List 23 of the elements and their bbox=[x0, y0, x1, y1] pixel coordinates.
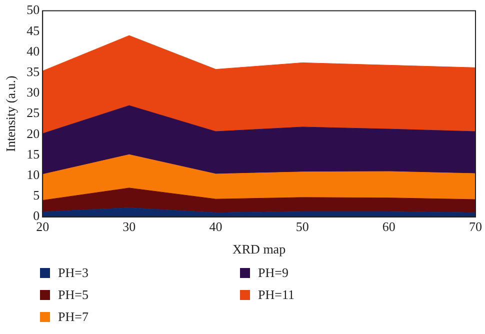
y-tick-label: 5 bbox=[33, 188, 40, 203]
y-tick-label: 15 bbox=[26, 146, 40, 162]
legend-label: PH=11 bbox=[258, 287, 294, 303]
y-tick-label: 40 bbox=[26, 43, 40, 58]
y-tick-label: 35 bbox=[26, 64, 40, 80]
legend-label: PH=3 bbox=[58, 265, 88, 281]
x-tick-label: 40 bbox=[209, 219, 222, 234]
x-axis-title: XRD map bbox=[232, 242, 286, 257]
x-tick-label: 30 bbox=[122, 219, 136, 234]
y-tick-label: 30 bbox=[26, 84, 40, 100]
y-tick-label: 25 bbox=[26, 105, 40, 120]
x-tick-label: 50 bbox=[296, 219, 309, 234]
legend-label: PH=5 bbox=[58, 287, 88, 303]
x-tick-label: 60 bbox=[382, 219, 396, 234]
legend-label: PH=9 bbox=[258, 265, 288, 281]
legend-label: PH=7 bbox=[58, 309, 88, 325]
y-tick-label: 50 bbox=[26, 2, 40, 18]
y-tick-label: 0 bbox=[33, 208, 40, 224]
y-tick-label: 20 bbox=[26, 126, 40, 141]
y-tick-label: 10 bbox=[26, 167, 40, 182]
y-tick-label: 45 bbox=[26, 22, 40, 38]
y-axis-title: Intensity (a.u.) bbox=[3, 76, 18, 152]
x-tick-label: 70 bbox=[469, 219, 482, 234]
